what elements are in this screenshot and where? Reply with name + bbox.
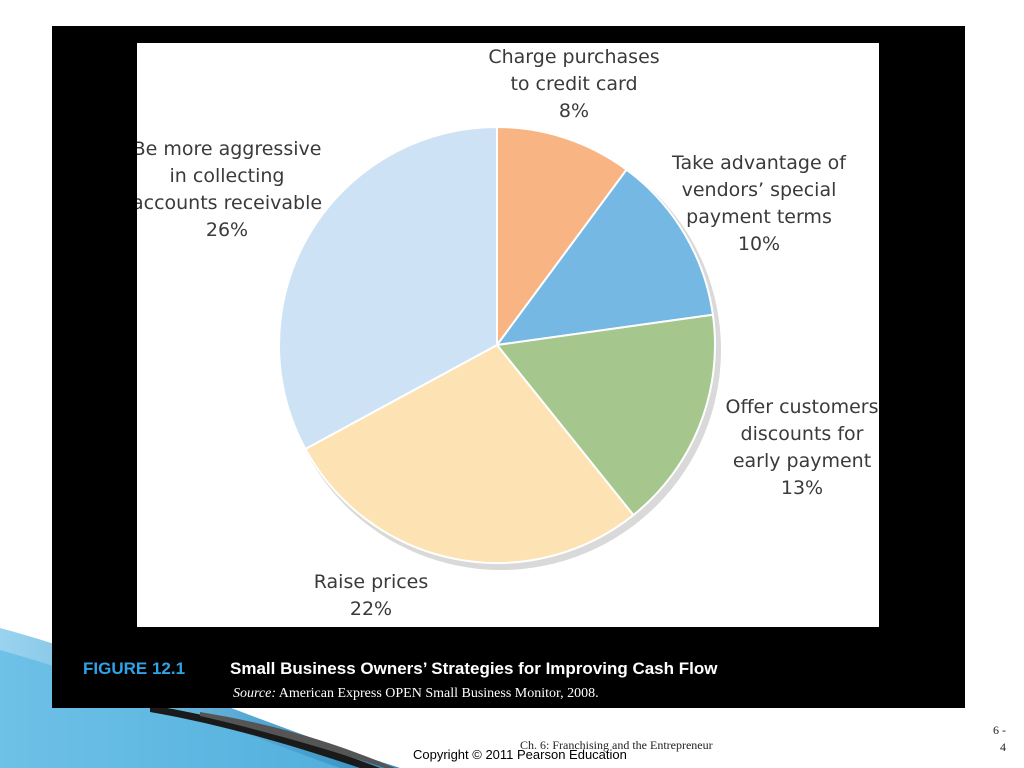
pie-chart-panel: Charge purchases to credit card 8% Take adv…: [137, 43, 879, 627]
pie-chart: Charge purchases to credit card 8% Take adv…: [137, 46, 879, 620]
slice-label-line: early payment: [733, 450, 871, 472]
slice-label-line: Take advantage of: [671, 152, 847, 174]
slice-label-3: Offer customers discounts for early paymen…: [726, 396, 879, 499]
slice-value-label: 13%: [781, 477, 823, 499]
slice-label-line: discounts for: [741, 423, 864, 445]
slice-label-4: Raise prices 22%: [314, 571, 429, 620]
source-text: American Express OPEN Small Business Mon…: [278, 686, 599, 701]
page-number-line1: 6 -: [993, 723, 1006, 737]
pie-slice-1: [496, 125, 628, 349]
slice-value-label: 8%: [559, 100, 589, 122]
slice-label-line: Raise prices: [314, 571, 429, 593]
pie-slice-4: [304, 343, 635, 564]
slice-value-label: 10%: [738, 233, 780, 255]
slice-label-line: accounts receivable: [137, 192, 322, 214]
slice-label-line: vendors’ special: [682, 179, 837, 201]
pie-slice-2: [494, 168, 715, 347]
page-number-line2: 4: [1000, 740, 1006, 754]
slice-label-line: to credit card: [510, 73, 637, 95]
page-number: 6 - 4: [982, 722, 1006, 756]
footer-chapter: Ch. 6: Franchising and the Entrepreneur: [520, 738, 713, 752]
slice-label-line: payment terms: [686, 206, 832, 228]
slice-value-label: 22%: [350, 598, 392, 620]
figure-caption: FIGURE 12.1 Small Business Owners’ Strat…: [83, 659, 717, 679]
slice-label-1: Charge purchases to credit card 8%: [488, 46, 659, 122]
slice-label-line: Charge purchases: [488, 46, 659, 68]
pie-slice-5: [278, 125, 498, 451]
slice-label-line: Be more aggressive: [137, 138, 321, 160]
slice-label-2: Take advantage of vendors’ special payment…: [671, 152, 847, 255]
source-label: Source:: [233, 686, 277, 701]
figure-number: FIGURE 12.1: [83, 659, 186, 678]
slice-value-label: 26%: [206, 219, 248, 241]
footer-copyright: Copyright © 2011 Pearson Education: [413, 747, 627, 762]
chart-title: Small Business Owners’ Strategies for Im…: [230, 659, 718, 678]
source-line: Source: American Express OPEN Small Busi…: [233, 686, 599, 702]
pie-slice-3: [495, 313, 716, 517]
slice-label-line: in collecting: [170, 165, 285, 187]
slice-label-line: Offer customers: [726, 396, 879, 418]
slice-label-5: Be more aggressive in collecting accounts …: [137, 138, 322, 241]
